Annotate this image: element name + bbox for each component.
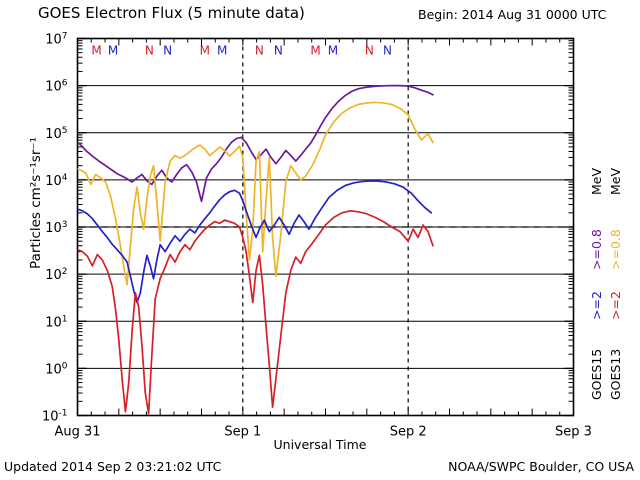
y-tick-label: 10-1: [42, 409, 68, 425]
legend-satellite-label: GOES13: [608, 349, 623, 400]
flux-flag-n: N: [365, 44, 374, 58]
flux-flag-m: M: [200, 44, 210, 58]
flux-flag-n: N: [145, 44, 154, 58]
series-line: [77, 84, 434, 203]
flux-flag-n: N: [255, 44, 264, 58]
y-tick-label: 104: [45, 173, 68, 189]
flux-flag-n: N: [383, 44, 392, 58]
plot-frame: [76, 37, 575, 417]
updated-timestamp: Updated 2014 Sep 2 03:21:02 UTC: [4, 459, 222, 474]
flux-flag-n: N: [274, 44, 283, 58]
y-tick-label: 100: [45, 361, 68, 377]
flux-flag-m: M: [108, 44, 118, 58]
flux-flag-m: M: [217, 44, 227, 58]
y-tick-label: 103: [45, 220, 67, 236]
begin-time-label: Begin: 2014 Aug 31 0000 UTC: [418, 7, 607, 22]
series-line: [77, 180, 433, 304]
y-tick-label: 105: [45, 126, 67, 142]
x-tick-label: Aug 31: [54, 425, 100, 440]
legend-channel-2mev: >=2: [589, 291, 604, 320]
y-tick-label: 106: [45, 79, 68, 95]
legend-unit-label: MeV: [608, 168, 623, 195]
x-tick-label: Sep 3: [555, 425, 592, 440]
x-axis-title: Universal Time: [273, 437, 367, 452]
legend-channel-08mev: >=0.8: [608, 229, 623, 270]
y-tick-label: 102: [45, 267, 67, 283]
series-line: [77, 101, 434, 286]
flux-flag-m: M: [91, 44, 101, 58]
source-attribution: NOAA/SWPC Boulder, CO USA: [448, 459, 634, 474]
legend-satellite-label: GOES15: [589, 349, 604, 400]
flux-flag-m: M: [328, 44, 338, 58]
flux-flag-n: N: [163, 44, 172, 58]
y-tick-label: 101: [45, 314, 67, 330]
legend-channel-2mev: >=2: [608, 291, 623, 320]
x-tick-label: Sep 1: [224, 425, 261, 440]
x-tick-label: Sep 2: [390, 425, 427, 440]
y-tick-label: 107: [45, 32, 67, 48]
page-title: GOES Electron Flux (5 minute data): [38, 4, 305, 22]
flux-flag-m: M: [310, 44, 320, 58]
legend-channel-08mev: >=0.8: [589, 229, 604, 270]
legend-unit-label: MeV: [589, 168, 604, 195]
series-line: [77, 210, 434, 415]
